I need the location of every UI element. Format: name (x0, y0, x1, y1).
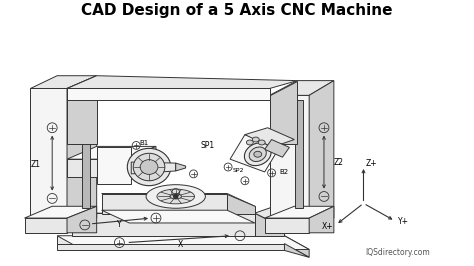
Ellipse shape (170, 194, 182, 199)
Text: Z2: Z2 (334, 158, 344, 167)
Polygon shape (97, 147, 131, 184)
Polygon shape (30, 89, 67, 218)
Polygon shape (57, 236, 309, 250)
Text: Z1: Z1 (30, 160, 40, 169)
Text: SP2: SP2 (232, 168, 244, 173)
Polygon shape (176, 163, 186, 171)
Text: IQSdirectory.com: IQSdirectory.com (366, 248, 430, 257)
Text: X: X (178, 240, 183, 249)
Polygon shape (67, 146, 156, 159)
Ellipse shape (254, 151, 262, 157)
Polygon shape (101, 210, 255, 223)
Polygon shape (227, 194, 255, 214)
Polygon shape (284, 236, 309, 257)
Polygon shape (309, 81, 334, 218)
Polygon shape (255, 213, 284, 236)
Polygon shape (57, 236, 284, 244)
Polygon shape (309, 206, 334, 233)
Title: CAD Design of a 5 Axis CNC Machine: CAD Design of a 5 Axis CNC Machine (81, 3, 393, 18)
Circle shape (174, 194, 178, 198)
Polygon shape (270, 95, 309, 218)
Polygon shape (25, 218, 67, 233)
Polygon shape (270, 81, 297, 144)
Polygon shape (57, 244, 284, 251)
Polygon shape (25, 206, 97, 218)
Polygon shape (245, 128, 294, 147)
Polygon shape (264, 218, 309, 233)
Text: B2: B2 (280, 169, 289, 175)
Polygon shape (270, 81, 334, 95)
Ellipse shape (146, 185, 205, 208)
Polygon shape (67, 76, 97, 144)
Polygon shape (255, 206, 304, 228)
Polygon shape (67, 89, 270, 100)
Polygon shape (230, 135, 280, 172)
Polygon shape (67, 76, 97, 218)
Polygon shape (72, 213, 284, 228)
Ellipse shape (249, 147, 266, 161)
Polygon shape (264, 140, 290, 157)
Polygon shape (67, 206, 97, 233)
Polygon shape (82, 95, 90, 208)
Text: Y: Y (117, 221, 122, 230)
Polygon shape (295, 100, 303, 208)
Polygon shape (30, 76, 97, 89)
Ellipse shape (252, 137, 259, 142)
Polygon shape (274, 206, 304, 228)
Polygon shape (101, 194, 227, 214)
Polygon shape (284, 244, 309, 257)
Ellipse shape (246, 140, 253, 145)
Ellipse shape (258, 140, 265, 145)
Text: Y+: Y+ (398, 218, 409, 226)
Ellipse shape (245, 143, 271, 166)
Polygon shape (72, 213, 255, 236)
Polygon shape (67, 159, 126, 177)
Ellipse shape (140, 160, 158, 174)
Polygon shape (264, 206, 334, 218)
Polygon shape (67, 76, 297, 89)
Polygon shape (101, 194, 255, 206)
Ellipse shape (157, 189, 194, 204)
Text: SP1: SP1 (201, 141, 215, 150)
Text: Z+: Z+ (365, 159, 377, 168)
Polygon shape (131, 162, 176, 174)
Polygon shape (126, 146, 156, 177)
Ellipse shape (128, 148, 171, 186)
Text: X+: X+ (322, 222, 334, 231)
Ellipse shape (133, 153, 165, 181)
Text: B1: B1 (139, 140, 148, 147)
